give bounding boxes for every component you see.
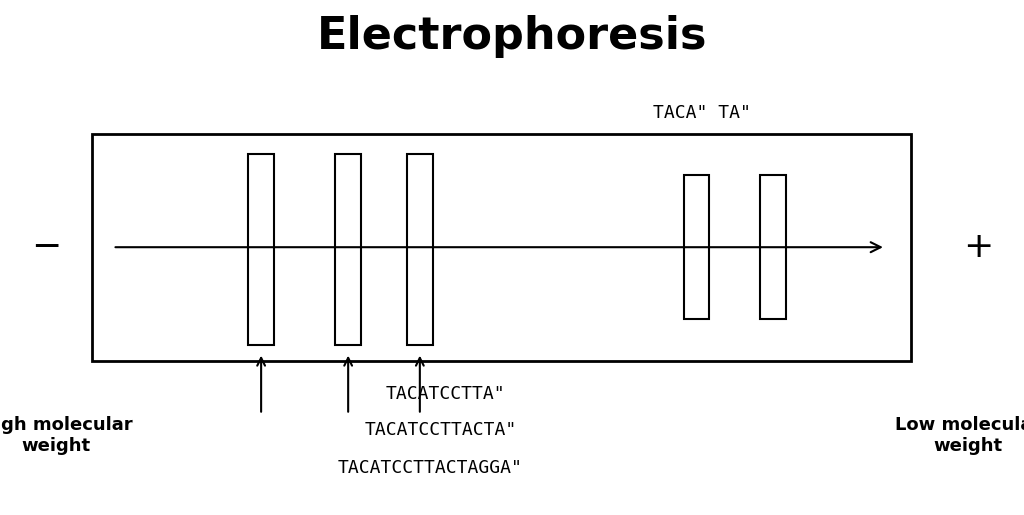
Text: TACATCCTTACTAGGA": TACATCCTTACTAGGA": [338, 459, 522, 476]
Bar: [92, 134, 911, 360]
Bar: [248, 154, 274, 345]
Text: High molecular
weight: High molecular weight: [0, 416, 133, 455]
Text: Electrophoresis: Electrophoresis: [316, 15, 708, 58]
Text: TACATCCTTA": TACATCCTTA": [386, 385, 505, 403]
Bar: [407, 154, 432, 345]
Bar: [336, 154, 361, 345]
Bar: [760, 175, 786, 319]
Text: TACA" TA": TACA" TA": [652, 105, 751, 122]
Bar: [684, 175, 710, 319]
Text: −: −: [31, 230, 61, 264]
Text: TACATCCTTACTA": TACATCCTTACTA": [365, 421, 516, 439]
Text: Low molecular
weight: Low molecular weight: [895, 416, 1024, 455]
Text: +: +: [963, 230, 993, 264]
